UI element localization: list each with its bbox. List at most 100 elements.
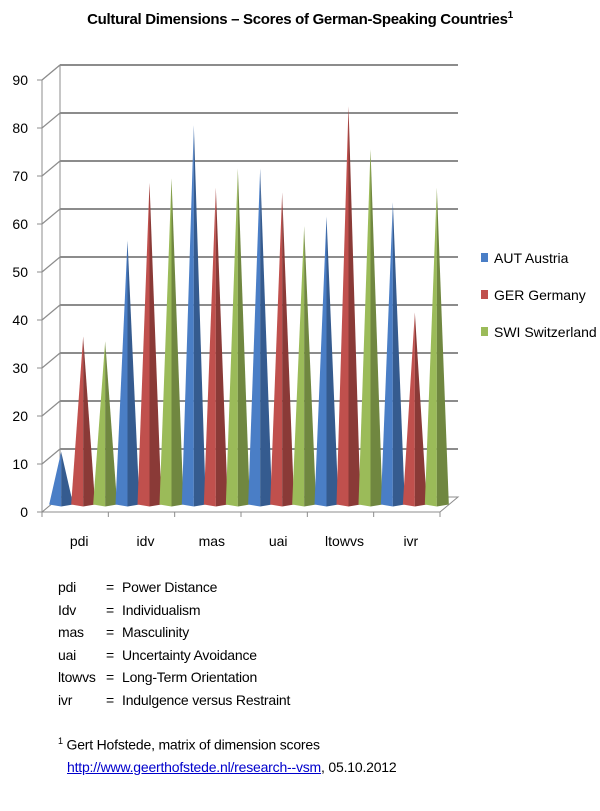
gridline-side (41, 208, 61, 225)
bar-ivr-1 (402, 312, 427, 507)
legend-swatch (481, 327, 488, 336)
x-tick-label: idv (137, 533, 155, 549)
footnote: 1 Gert Hofstede, matrix of dimension sco… (58, 730, 397, 778)
bar-face-right (260, 168, 273, 507)
title-footnote-mark: 1 (507, 10, 514, 21)
definition-row: mas = Masculinity (58, 621, 290, 644)
bar-ltowvs-2 (358, 149, 383, 507)
bar-idv-1 (137, 182, 162, 507)
gridline-side (41, 400, 61, 417)
bar-face-left (248, 168, 261, 507)
legend-swatch (481, 290, 488, 299)
definition-equals: = (106, 601, 114, 618)
bar-face-left (292, 226, 305, 507)
bar-mas-0 (181, 125, 206, 507)
y-axis-ticks: 0 10 20 30 40 50 60 70 80 90 (12, 72, 42, 520)
bar-face-right (61, 451, 74, 507)
definition-abbr: pdi (58, 579, 77, 595)
bar-face-right (83, 336, 96, 507)
bar-uai-1 (270, 192, 295, 507)
bar-face-right (193, 125, 206, 507)
x-tick-label: ivr (403, 533, 418, 549)
bar-face-left (424, 187, 437, 507)
bar-pdi-0 (49, 451, 74, 507)
definition-row: uai = Uncertainty Avoidance (58, 644, 290, 667)
definition-abbr: ivr (58, 691, 73, 708)
y-tick-label: 80 (12, 120, 28, 136)
y-tick-label: 60 (12, 216, 28, 232)
bar-face-right (436, 187, 449, 507)
bar-pdi-2 (93, 341, 118, 507)
definition-row: Idv = Individualism (58, 599, 290, 622)
bar-face-left (336, 106, 349, 507)
bar-face-right (282, 192, 295, 507)
bar-face-right (105, 341, 118, 507)
x-tick-label: uai (269, 533, 288, 549)
bar-mas-2 (225, 168, 250, 507)
bar-ltowvs-0 (314, 216, 339, 507)
legend-swatch (481, 253, 488, 262)
legend-label: GER Germany (494, 287, 586, 303)
x-axis-ticks: pdi idv mas uai ltowvs ivr (41, 512, 441, 549)
y-tick-label: 10 (12, 456, 28, 472)
definition-equals: = (106, 646, 114, 663)
bar-face-left (314, 216, 327, 507)
source-link[interactable]: http://www.geerthofstede.nl/research--vs… (67, 758, 322, 775)
definition-equals: = (106, 669, 114, 685)
bar-face-right (304, 226, 317, 507)
x-tick-label: ltowvs (325, 533, 364, 549)
y-tick-label: 20 (12, 408, 28, 424)
definition-equals: = (106, 579, 114, 595)
bar-face-left (358, 149, 371, 507)
bar-face-left (203, 187, 216, 507)
bar-face-right (414, 312, 427, 507)
legend-label: AUT Austria (494, 250, 569, 266)
gridline-side (41, 64, 61, 81)
bar-face-left (225, 168, 238, 507)
bar-face-right (370, 149, 383, 507)
bar-idv-0 (115, 240, 140, 507)
bar-pdi-1 (71, 336, 96, 507)
definition-abbr: mas (58, 624, 84, 640)
bar-face-right (326, 216, 339, 507)
definition-text: Uncertainty Avoidance (122, 646, 257, 663)
bar-ivr-2 (424, 187, 449, 507)
bar-mas-1 (203, 187, 228, 507)
definition-abbr: Idv (58, 601, 77, 618)
bar-face-left (137, 182, 150, 507)
x-tick-label: mas (199, 533, 225, 549)
y-tick-label: 90 (12, 72, 28, 88)
bar-face-left (49, 451, 62, 507)
bar-face-right (149, 182, 162, 507)
footnote-mark: 1 (58, 736, 63, 746)
y-tick-label: 50 (12, 264, 28, 280)
abbreviation-definitions: pdi = Power Distance Idv = Individualism mas = M… (58, 576, 290, 711)
bar-face-left (402, 312, 415, 507)
definition-row: ltowvs = Long-Term Orientation (58, 666, 290, 689)
bar-ivr-0 (380, 202, 405, 507)
definition-equals: = (106, 691, 114, 708)
bar-face-right (392, 202, 405, 507)
gridline-side (41, 352, 61, 369)
bar-face-left (181, 125, 194, 507)
bar-face-right (348, 106, 361, 507)
bar-ltowvs-1 (336, 106, 361, 507)
pyramid-bar-chart: 0 10 20 30 40 50 60 70 80 90 pdi idv mas uai ltowvs iv… (12, 63, 597, 549)
definition-text: Long-Term Orientation (122, 669, 258, 685)
bar-face-left (159, 178, 172, 507)
definition-text: Indulgence versus Restraint (122, 691, 291, 708)
bar-face-right (237, 168, 250, 507)
definition-text: Masculinity (122, 624, 190, 640)
y-tick-label: 70 (12, 168, 28, 184)
bar-face-left (93, 341, 106, 507)
gridline-side (41, 304, 61, 321)
gridline-side (41, 256, 61, 273)
definition-abbr: ltowvs (58, 669, 96, 685)
legend: AUT Austria GER Germany SWI Switzerland (481, 250, 597, 340)
bar-face-right (127, 240, 140, 507)
bar-face-left (380, 202, 393, 507)
definition-row: ivr = Indulgence versus Restraint (58, 689, 290, 712)
chart-title-text: Cultural Dimensions – Scores of German-S… (87, 11, 508, 28)
bar-uai-2 (292, 226, 317, 507)
legend-label: SWI Switzerland (494, 324, 597, 340)
